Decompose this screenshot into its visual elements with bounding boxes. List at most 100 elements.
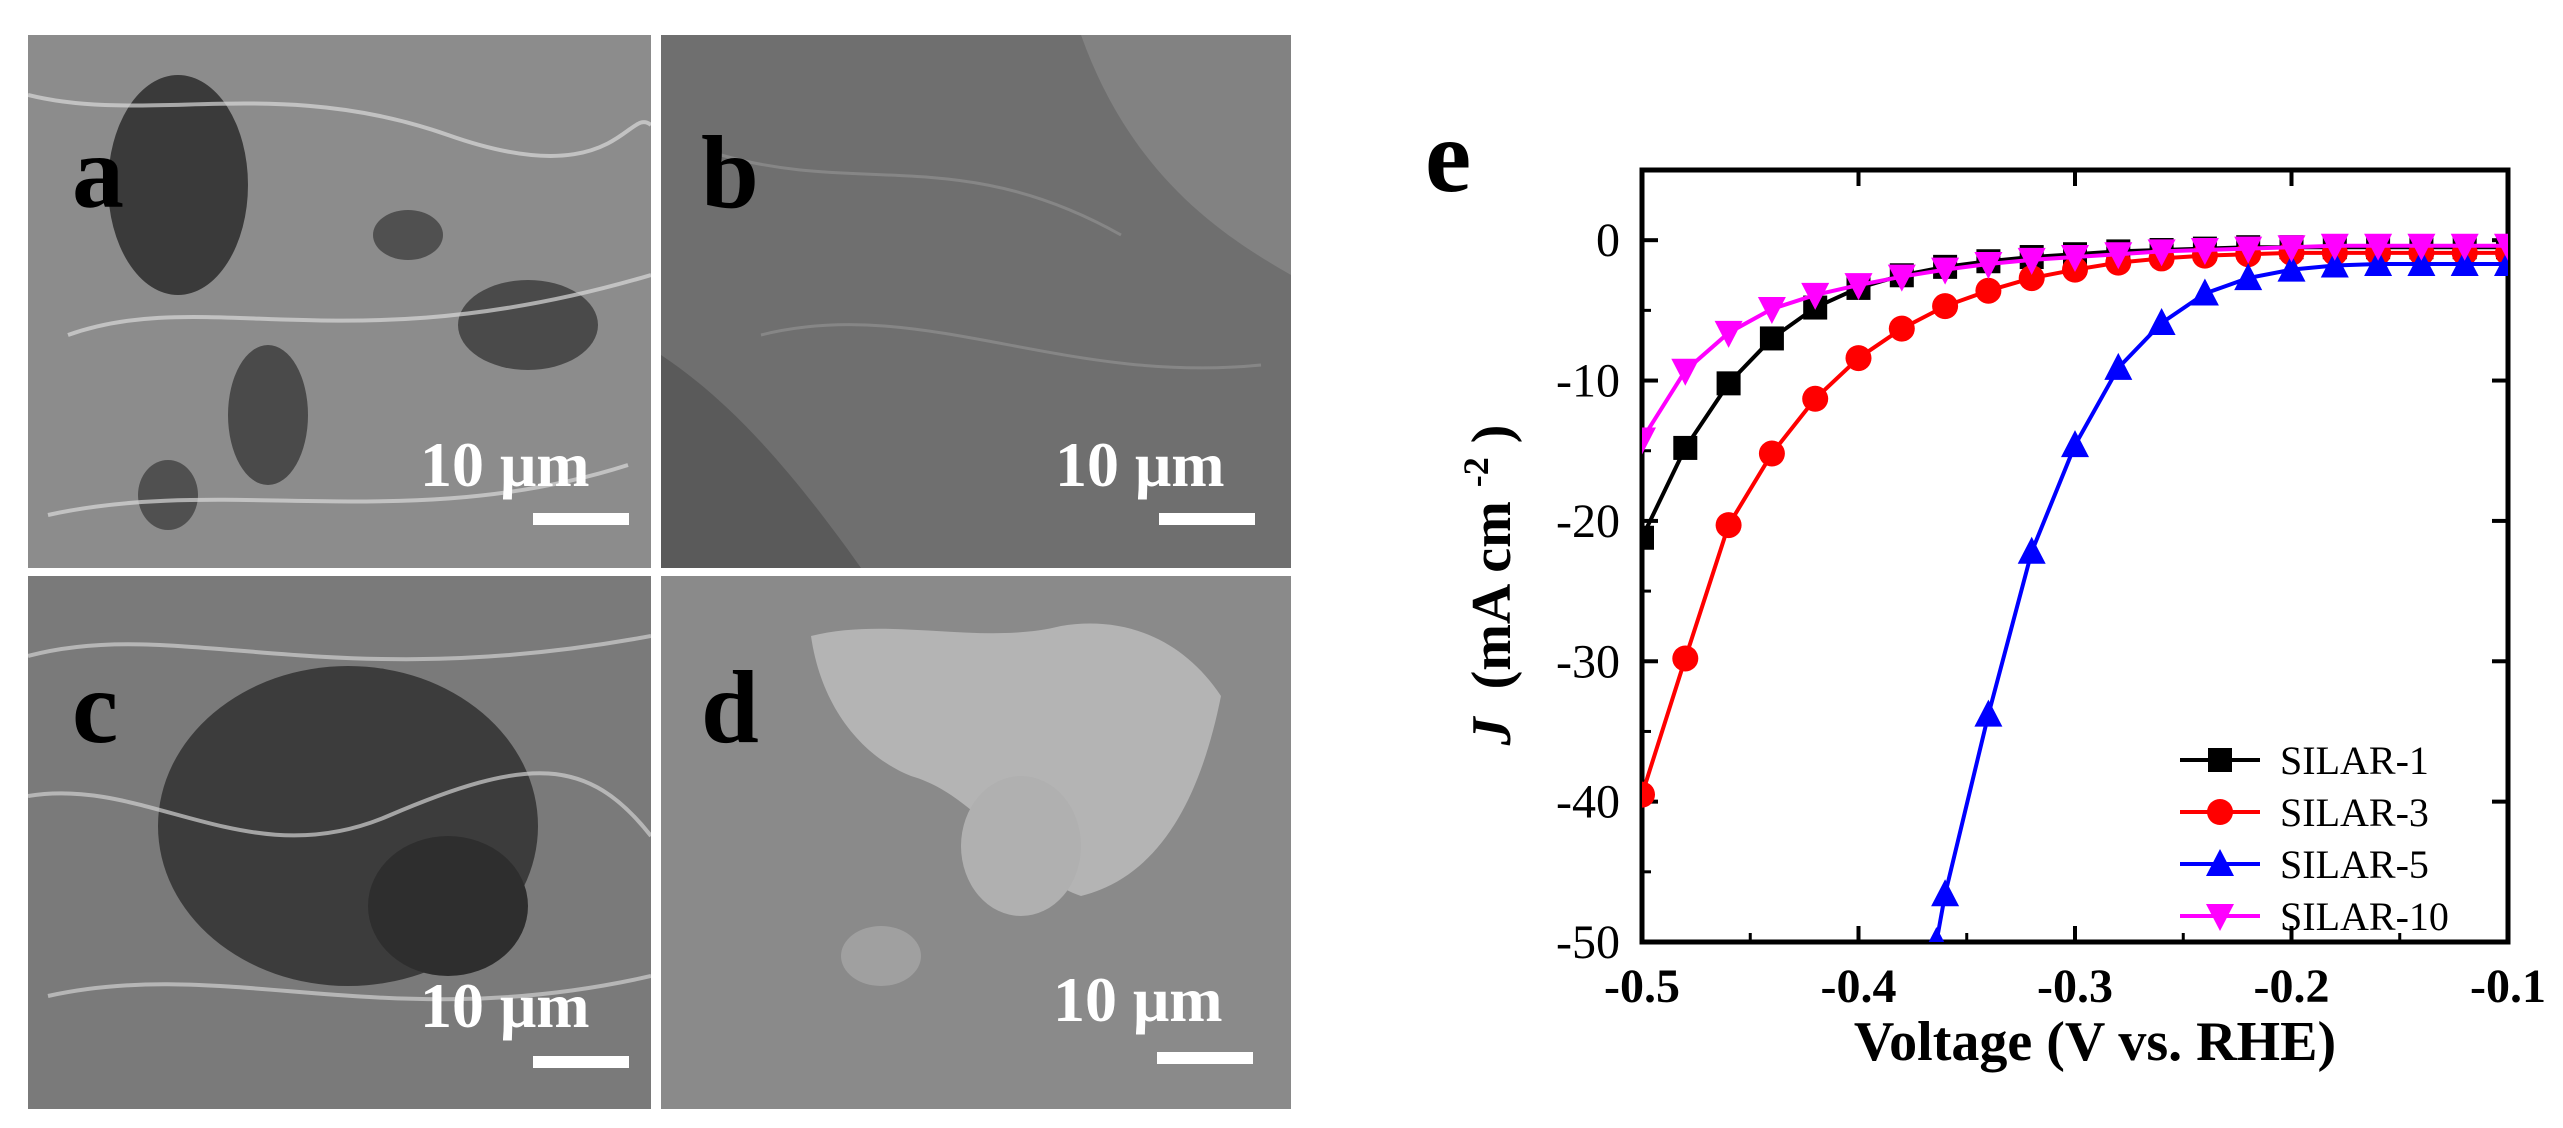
sem-image-d (661, 576, 1291, 1109)
sem-wrinkles (720, 153, 1262, 370)
scale-bar-text-a: 10 μm (420, 429, 590, 500)
sem-image-b (661, 35, 1291, 568)
data-point (2407, 233, 2436, 261)
data-point (2018, 265, 2045, 292)
scale-bar-c (533, 1056, 629, 1068)
sem-panel-c: c 10 μm (28, 576, 651, 1109)
data-point (1975, 277, 2002, 304)
legend-marker (2206, 904, 2234, 931)
legend-label: SILAR-10 (2280, 894, 2449, 939)
x-tick-label: -0.3 (2037, 960, 2113, 1013)
y-tick-label: -40 (1556, 776, 1620, 829)
y-tick-label: -10 (1556, 355, 1620, 408)
sem-pore (458, 280, 598, 370)
data-point (2061, 430, 2089, 458)
data-point (2190, 278, 2219, 306)
data-point (1671, 358, 1700, 386)
scale-bar-d (1157, 1052, 1253, 1064)
data-point (1673, 435, 1698, 460)
data-point (1802, 385, 1829, 412)
x-tick-label: -0.5 (1604, 960, 1680, 1013)
data-point (2494, 233, 2508, 261)
data-point (2147, 307, 2176, 335)
y-axis-label-var: J (1461, 715, 1523, 746)
series-silar-3 (1642, 239, 2508, 808)
polarization-chart: -0.5 -0.4 -0.3 -0.2 -0.1 0 -10 -20 -30 -40 -50 SIL… (1439, 167, 2546, 1073)
sem-cavity (368, 836, 528, 976)
data-point (1845, 345, 1872, 372)
x-tick-label: -0.2 (2254, 960, 2330, 1013)
data-point (1714, 320, 1743, 348)
sem-particle-cluster (841, 926, 921, 986)
data-point (1888, 315, 1915, 342)
data-point (1931, 257, 1960, 285)
legend-label: SILAR-1 (2280, 738, 2429, 783)
sem-pore (228, 345, 308, 485)
panel-label-c: c (72, 650, 119, 765)
sem-image-a (28, 35, 651, 568)
data-point (2364, 233, 2393, 261)
data-point (2234, 263, 2263, 291)
data-point (2017, 247, 2046, 275)
sem-pore (108, 75, 248, 295)
panel-label-a: a (72, 115, 124, 230)
y-tick-label: -50 (1556, 916, 1620, 969)
sem-panel-b: b 10 μm (661, 35, 1291, 568)
data-point (2017, 536, 2046, 564)
sem-wrinkles (28, 93, 651, 517)
data-point (2104, 352, 2133, 380)
data-point (2320, 233, 2349, 261)
data-point (2104, 242, 2133, 270)
panel-label-e: e (1425, 99, 1472, 214)
y-axis-label: J (mA cm -2 ) (1439, 425, 1523, 747)
sem-wrinkles (28, 634, 651, 1002)
data-point (1642, 427, 1656, 455)
data-point (1974, 252, 2003, 280)
data-point (2061, 245, 2089, 273)
data-point (2147, 239, 2176, 267)
y-tick-label: 0 (1596, 214, 1620, 267)
series-line (1934, 262, 2508, 942)
panel-label-d: d (701, 650, 759, 765)
data-point (2407, 249, 2436, 277)
sem-pore (138, 460, 198, 530)
data-point (2277, 254, 2306, 282)
x-tick-label: -0.1 (2470, 960, 2546, 1013)
data-point (2364, 249, 2393, 277)
chart-legend: SILAR-1 SILAR-3 SILAR-5 SILAR-10 (2180, 738, 2449, 939)
scale-bar-a (533, 513, 629, 525)
data-point (2450, 249, 2479, 277)
scale-bar-text-c: 10 μm (420, 970, 590, 1041)
data-point (1715, 512, 1742, 539)
chart-axes: -0.5 -0.4 -0.3 -0.2 -0.1 0 -10 -20 -30 -40 -50 (1556, 167, 2546, 1013)
data-point (1887, 264, 1916, 292)
data-point (2234, 236, 2263, 264)
data-point (1931, 879, 1960, 907)
data-point (1844, 273, 1873, 301)
y-axis-label-unit: (mA cm (1461, 501, 1523, 689)
data-point (1642, 525, 1654, 550)
sem-particle-cluster (811, 623, 1221, 896)
data-point (1716, 371, 1741, 396)
data-point (1928, 927, 1945, 942)
y-axis-label-close: ) (1461, 425, 1523, 444)
sem-sheet (1081, 35, 1291, 275)
scale-bar-b (1159, 513, 1255, 525)
series-silar-10 (1642, 233, 2508, 455)
sem-image-c (28, 576, 651, 1109)
data-point (2190, 238, 2219, 266)
scale-bar-text-b: 10 μm (1055, 429, 1225, 500)
y-tick-label: -30 (1556, 635, 1620, 688)
sem-pore (373, 210, 443, 260)
data-point (1757, 296, 1786, 324)
scale-bar-text-d: 10 μm (1053, 964, 1223, 1035)
data-point (2450, 233, 2479, 261)
panel-label-b: b (701, 115, 759, 230)
series-silar-5 (1928, 249, 2508, 942)
y-tick-label: -20 (1556, 495, 1620, 548)
data-point (2494, 249, 2508, 277)
y-axis-label-exponent: -2 (1456, 457, 1496, 487)
sem-panel-a: a 10 μm (28, 35, 651, 568)
legend-marker (2207, 799, 2233, 825)
x-axis-label: Voltage (V vs. RHE) (1854, 1011, 2336, 1073)
